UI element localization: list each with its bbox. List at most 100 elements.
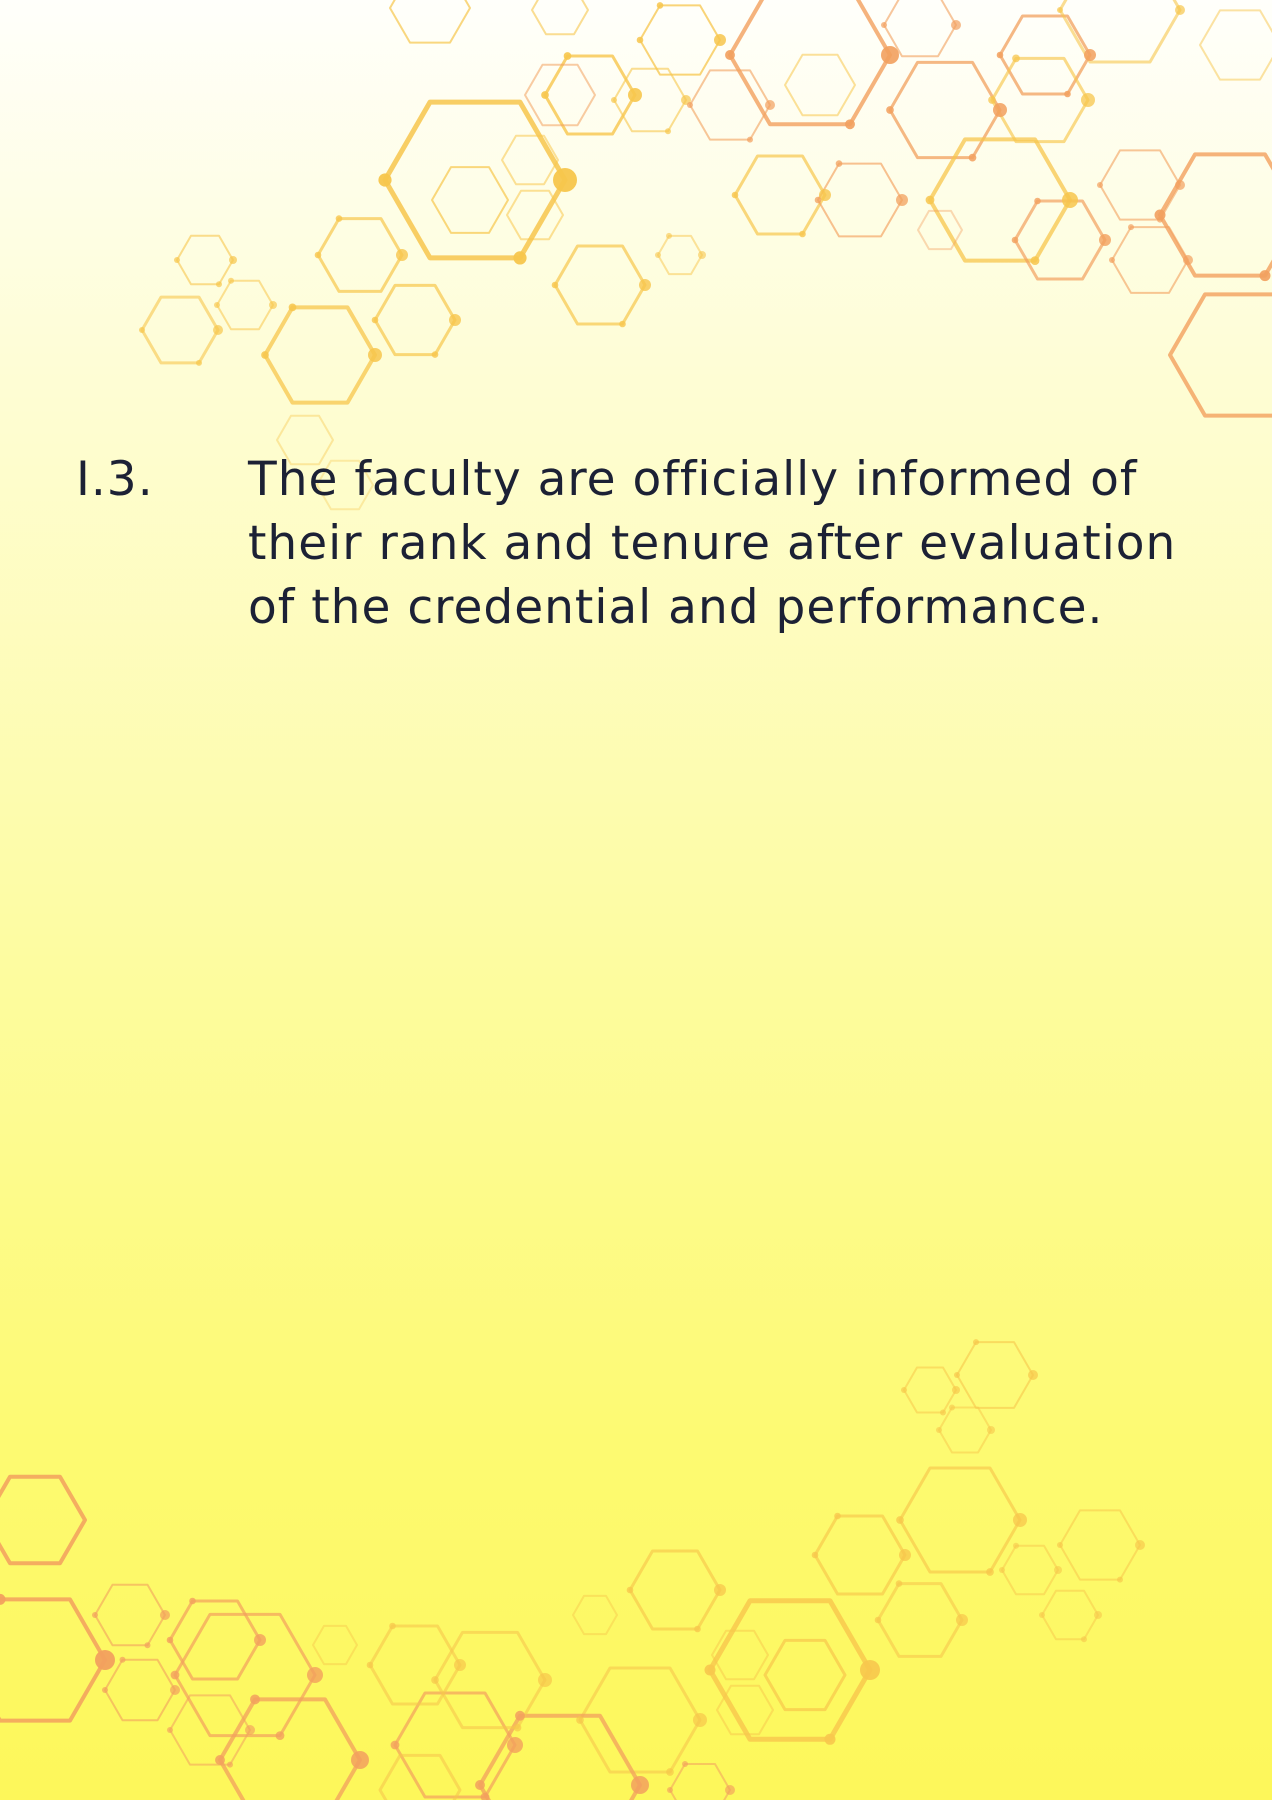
decorative-node-dot	[229, 256, 237, 264]
decorative-node-dot	[1013, 1542, 1019, 1549]
decorative-hexagon	[917, 209, 963, 251]
decorative-hexagon	[572, 1594, 618, 1636]
decorative-node-dot	[314, 251, 322, 259]
decorative-hexagon	[176, 234, 234, 286]
decorative-node-dot	[987, 1426, 995, 1434]
decorative-node-dot	[896, 1516, 904, 1524]
decorative-node-dot	[245, 1725, 255, 1735]
decorative-node-dot	[213, 325, 223, 335]
decorative-node-dot	[390, 1740, 400, 1750]
decorative-hexagon	[639, 4, 721, 76]
decorative-hexagon	[373, 283, 457, 357]
decorative-node-dot	[747, 136, 753, 143]
decorative-hexagon	[728, 0, 892, 127]
decorative-node-dot	[973, 1339, 979, 1346]
decorative-node-dot	[174, 257, 180, 263]
decorative-node-dot	[956, 1614, 968, 1626]
decorative-node-dot	[513, 251, 527, 265]
decorative-node-dot	[95, 1650, 115, 1670]
decorative-hexagon	[956, 1341, 1034, 1409]
decorative-node-dot	[215, 1755, 225, 1765]
decorative-hexagon	[898, 1466, 1022, 1574]
decorative-node-dot	[102, 1687, 108, 1693]
item-text: The faculty are officially informed of t…	[248, 452, 1177, 635]
decorative-node-dot	[1183, 255, 1193, 265]
decorative-hexagon	[263, 305, 377, 405]
decorative-node-dot	[480, 1792, 490, 1800]
decorative-node-dot	[834, 1512, 841, 1520]
decorative-hexagon	[711, 1629, 769, 1681]
decorative-node-dot	[227, 1761, 233, 1768]
decorative-hexagon	[628, 1549, 722, 1631]
decorative-hexagon	[578, 1666, 702, 1774]
decorative-hexagon	[216, 279, 274, 331]
decorative-node-dot	[682, 1761, 688, 1767]
decorative-hexagon	[378, 1753, 462, 1800]
decorative-node-dot	[553, 168, 577, 192]
decorative-node-dot	[901, 1387, 907, 1393]
decorative-hexagon	[817, 162, 903, 238]
decorative-node-dot	[895, 1580, 903, 1587]
decorative-hexagon	[990, 56, 1090, 144]
decorative-node-dot	[881, 22, 887, 28]
decorative-node-dot	[731, 191, 739, 199]
decorative-node-dot	[119, 1656, 126, 1663]
decorative-node-dot	[335, 215, 343, 222]
decorative-node-dot	[1028, 1370, 1038, 1380]
decorative-node-dot	[1011, 236, 1019, 244]
decorative-node-dot	[1084, 49, 1096, 61]
decorative-node-dot	[269, 301, 277, 309]
decorative-node-dot	[665, 128, 671, 135]
decorative-node-dot	[940, 1409, 946, 1416]
decorative-node-dot	[475, 1780, 485, 1790]
decorative-node-dot	[1081, 93, 1095, 107]
decorative-node-dot	[626, 1586, 634, 1594]
decorative-hexagon	[1111, 226, 1189, 294]
decorative-hexagon	[168, 1599, 262, 1681]
decorative-node-dot	[999, 1567, 1005, 1573]
decorative-hexagon	[316, 217, 404, 293]
decorative-node-dot	[1135, 1540, 1145, 1550]
decorative-hexagon	[876, 1582, 964, 1658]
decorative-hexagon	[94, 1583, 166, 1647]
decorative-node-dot	[986, 1568, 994, 1576]
decorative-node-dot	[860, 1660, 880, 1680]
decorative-node-dot	[351, 1751, 369, 1769]
decorative-node-dot	[288, 303, 297, 312]
decorative-node-dot	[1057, 1542, 1063, 1548]
decorative-hexagon	[506, 189, 564, 241]
decorative-hexagon	[543, 54, 637, 136]
decorative-hexagon	[938, 1406, 992, 1454]
decorative-node-dot	[1175, 5, 1185, 15]
decorative-hexagon	[524, 63, 596, 127]
decorative-node-dot	[1057, 7, 1063, 13]
decorative-node-dot	[166, 1636, 174, 1644]
decorative-node-dot	[899, 1549, 911, 1561]
decorative-hexagon	[0, 1597, 107, 1723]
decorative-node-dot	[366, 1661, 374, 1669]
decorative-node-dot	[1062, 192, 1078, 208]
decorative-hexagon	[1168, 292, 1272, 418]
decorative-node-dot	[996, 51, 1004, 59]
decorative-node-dot	[1081, 1636, 1087, 1643]
decorative-node-dot	[396, 249, 408, 261]
decorative-node-dot	[1259, 270, 1271, 282]
decorative-node-dot	[214, 302, 220, 308]
decorative-hexagon	[657, 234, 703, 276]
decorative-node-dot	[725, 50, 735, 60]
decorative-node-dot	[1175, 180, 1185, 190]
decorative-node-dot	[954, 1372, 960, 1378]
decorative-node-dot	[814, 196, 822, 204]
decorative-node-dot	[687, 102, 693, 108]
decorative-node-dot	[611, 97, 617, 103]
decorative-node-dot	[951, 20, 961, 30]
decorative-hexagon	[763, 1638, 847, 1712]
decorative-node-dot	[538, 1673, 552, 1687]
decorative-node-dot	[1094, 1611, 1102, 1619]
decorative-node-dot	[704, 1664, 716, 1676]
decorative-node-dot	[655, 252, 661, 258]
decorative-hexagon	[531, 0, 589, 36]
decorative-node-dot	[563, 52, 572, 60]
decorative-node-dot	[619, 320, 626, 328]
decorative-node-dot	[1097, 182, 1103, 188]
